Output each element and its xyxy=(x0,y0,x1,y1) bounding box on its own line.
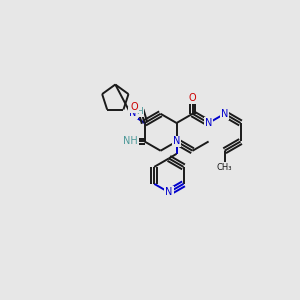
Text: N: N xyxy=(221,109,228,119)
Text: N: N xyxy=(165,187,172,197)
Text: O: O xyxy=(189,93,196,103)
Text: N: N xyxy=(205,118,212,128)
Text: CH₃: CH₃ xyxy=(217,163,232,172)
Text: N: N xyxy=(129,108,137,118)
Text: NH: NH xyxy=(123,136,138,146)
Text: H: H xyxy=(136,107,143,116)
Text: O: O xyxy=(131,102,138,112)
Text: N: N xyxy=(173,136,180,146)
